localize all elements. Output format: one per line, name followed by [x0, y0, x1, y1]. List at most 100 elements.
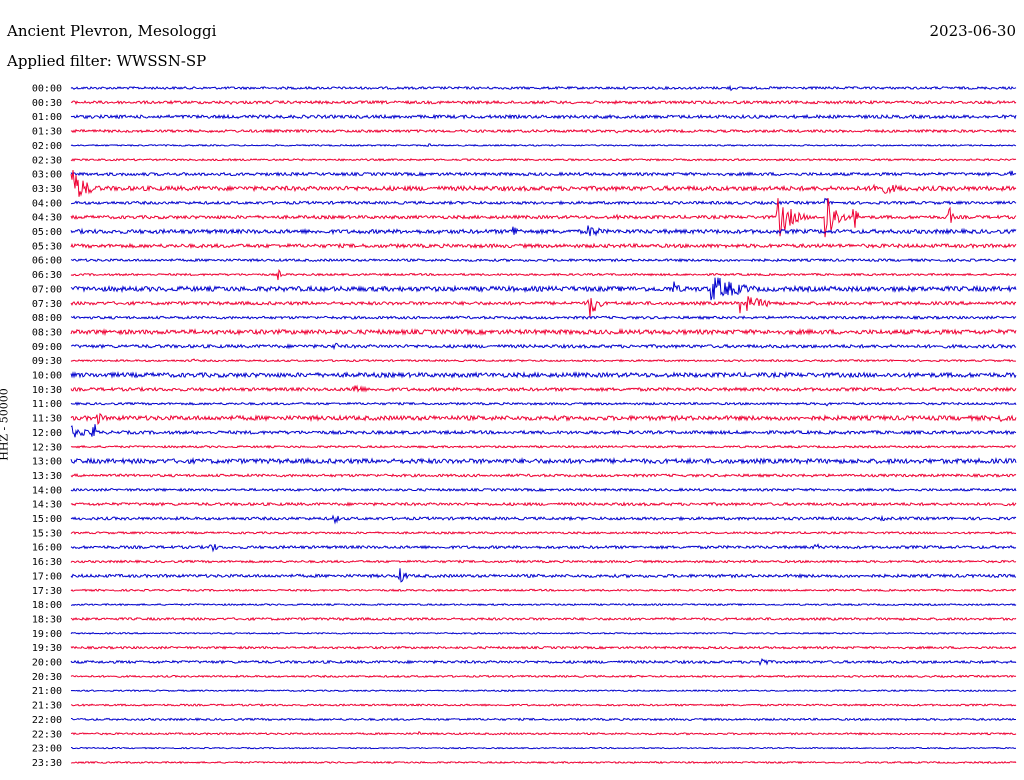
time-tick-label: 23:30: [32, 758, 62, 769]
time-tick-label: 21:30: [32, 701, 62, 712]
time-tick-label: 03:30: [32, 184, 62, 195]
time-tick-label: 09:00: [32, 342, 62, 353]
trace-line: [70, 689, 1017, 693]
trace-line: [70, 296, 1017, 318]
station-name: Ancient Plevron, Mesologgi: [7, 22, 217, 40]
trace-line: [70, 268, 1017, 281]
trace-line: [70, 257, 1017, 263]
time-tick-label: 07:30: [32, 299, 62, 310]
time-tick-label: 02:30: [32, 155, 62, 166]
trace-line: [70, 444, 1017, 449]
time-tick-label: 17:30: [32, 586, 62, 597]
time-tick-label: 23:00: [32, 744, 62, 755]
trace-line: [70, 315, 1017, 321]
time-tick-label: 01:30: [32, 127, 62, 138]
trace-line: [70, 501, 1017, 507]
trace-line: [70, 717, 1017, 722]
trace-line: [70, 631, 1017, 635]
time-tick-label: 22:00: [32, 715, 62, 726]
trace-line: [70, 473, 1017, 478]
time-tick-label: 04:30: [32, 213, 62, 224]
trace-line: [70, 113, 1017, 120]
trace-line: [70, 746, 1017, 750]
trace-line: [70, 412, 1017, 426]
trace-line: [70, 543, 1017, 553]
time-tick-label: 00:00: [32, 84, 62, 95]
time-tick-label: 11:00: [32, 399, 62, 410]
time-tick-label: 09:30: [32, 356, 62, 367]
trace-line: [71, 197, 1017, 207]
time-tick-label: 12:30: [32, 442, 62, 453]
trace-line: [70, 424, 1017, 438]
trace-line: [70, 157, 1017, 162]
trace-line: [70, 143, 1017, 148]
time-tick-label: 10:00: [32, 371, 62, 382]
time-tick-label: 22:30: [32, 729, 62, 740]
time-tick-label: 10:30: [32, 385, 62, 396]
time-tick-label: 18:00: [32, 600, 62, 611]
trace-line: [70, 657, 1017, 667]
time-tick-label: 11:30: [32, 414, 62, 425]
trace-line: [70, 568, 1017, 583]
time-tick-label: 19:30: [32, 643, 62, 654]
time-tick-label: 12:00: [32, 428, 62, 439]
time-tick-label: 06:00: [32, 256, 62, 267]
time-tick-label: 19:00: [32, 629, 62, 640]
time-tick-label: 18:30: [32, 614, 62, 625]
trace-line: [70, 514, 1017, 525]
filter-label: Applied filter: WWSSN-SP: [7, 52, 207, 70]
time-tick-label: 17:00: [32, 571, 62, 582]
time-tick-label: 08:00: [32, 313, 62, 324]
time-tick-label: 21:00: [32, 686, 62, 697]
trace-line: [70, 602, 1017, 607]
trace-line: [70, 225, 1017, 237]
trace-line: [70, 457, 1017, 466]
time-tick-label: 08:30: [32, 327, 62, 338]
trace-line: [70, 358, 1017, 363]
trace-line: [70, 277, 1017, 301]
time-tick-label: 13:30: [32, 471, 62, 482]
time-tick-label: 15:00: [32, 514, 62, 525]
trace-line: [70, 674, 1017, 679]
trace-line: [70, 559, 1017, 564]
time-tick-label: 02:00: [32, 141, 62, 152]
time-tick-label: 05:30: [32, 241, 62, 252]
time-tick-label: 16:00: [32, 543, 62, 554]
time-tick-label: 05:00: [32, 227, 62, 238]
trace-line: [70, 588, 1017, 593]
time-tick-label: 15:30: [32, 528, 62, 539]
time-tick-label: 20:30: [32, 672, 62, 683]
trace-line: [70, 327, 1017, 337]
time-tick-label: 03:00: [32, 170, 62, 181]
time-tick-label: 20:00: [32, 658, 62, 669]
trace-line: [70, 242, 1017, 250]
date-label: 2023-06-30: [929, 22, 1016, 40]
trace-line: [70, 487, 1017, 493]
trace-line: [70, 169, 1017, 197]
trace-line: [70, 616, 1017, 622]
trace-line: [70, 703, 1017, 707]
time-tick-label: 14:00: [32, 485, 62, 496]
trace-line: [70, 371, 1017, 379]
time-tick-label: 14:30: [32, 500, 62, 511]
time-tick-label: 04:00: [32, 198, 62, 209]
trace-line: [70, 99, 1017, 106]
trace-line: [70, 198, 1017, 238]
time-tick-label: 16:30: [32, 557, 62, 568]
trace-line: [70, 731, 1017, 736]
trace-line: [70, 128, 1017, 134]
time-tick-label: 00:30: [32, 98, 62, 109]
trace-line: [70, 401, 1017, 407]
time-tick-label: 07:00: [32, 284, 62, 295]
trace-line: [70, 342, 1017, 351]
trace-line: [70, 170, 1017, 177]
time-tick-label: 13:00: [32, 457, 62, 468]
trace-line: [70, 530, 1017, 535]
time-tick-label: 06:30: [32, 270, 62, 281]
time-tick-label: 01:00: [32, 112, 62, 123]
trace-line: [70, 84, 1017, 92]
trace-line: [70, 645, 1017, 650]
trace-line: [70, 384, 1017, 393]
trace-line: [70, 760, 1017, 765]
